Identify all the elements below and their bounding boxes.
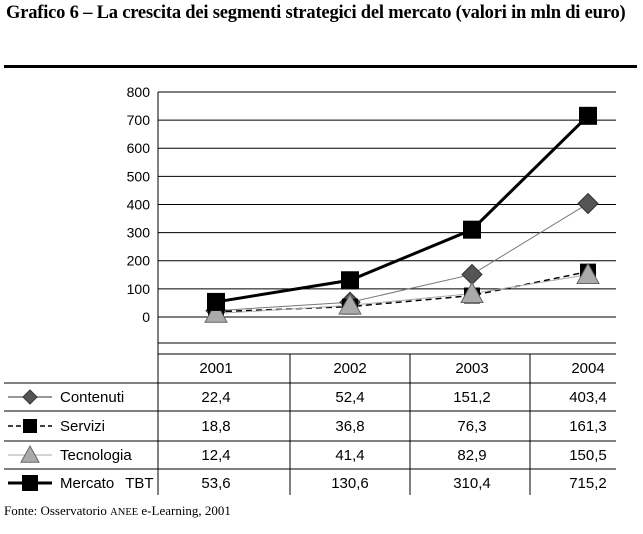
title-rule bbox=[4, 65, 637, 68]
point-tecnologia-2003 bbox=[460, 281, 484, 303]
point-contenuti-2004 bbox=[577, 192, 599, 215]
data-label-contenuti-2002: 52,4 bbox=[335, 389, 364, 406]
point-tecnologia-2004 bbox=[576, 262, 600, 284]
data-label-mercato-2002: 130,6 bbox=[331, 475, 369, 492]
series-line-mercato bbox=[215, 114, 590, 304]
chart-title: Grafico 6 – La crescita dei segmenti str… bbox=[6, 3, 626, 23]
point-mercato-2003 bbox=[463, 220, 481, 239]
data-label-contenuti-2003: 151,2 bbox=[453, 389, 491, 406]
legend-label-contenuti: Contenuti bbox=[60, 389, 124, 406]
data-label-mercato-2003: 310,4 bbox=[453, 475, 491, 492]
source-suffix: e-Learning, 2001 bbox=[138, 503, 231, 518]
point-mercato-2002 bbox=[341, 271, 359, 290]
data-label-servizi-2003: 76,3 bbox=[457, 418, 486, 435]
year-label-2004: 2004 bbox=[571, 360, 604, 377]
source-prefix: Fonte: Osservatorio bbox=[4, 503, 111, 518]
legend-marker-servizi bbox=[23, 419, 37, 433]
source-org: ANEE bbox=[110, 507, 139, 518]
point-contenuti-2003 bbox=[461, 263, 483, 286]
legend-marker-tecnologia bbox=[20, 444, 40, 463]
series-line-tecnologia bbox=[215, 274, 589, 315]
source-note: Fonte: Osservatorio ANEE e-Learning, 200… bbox=[4, 503, 231, 519]
series-line-contenuti bbox=[215, 203, 589, 312]
legend-marker-contenuti bbox=[22, 389, 38, 405]
legend-marker-mercato bbox=[22, 475, 38, 491]
data-label-tecnologia-2004: 150,5 bbox=[569, 447, 607, 464]
y-tick-label-700: 700 bbox=[127, 112, 151, 128]
legend-label-servizi: Servizi bbox=[60, 418, 105, 435]
data-label-servizi-2004: 161,3 bbox=[569, 418, 607, 435]
point-tecnologia-2001 bbox=[204, 301, 228, 323]
y-tick-label-200: 200 bbox=[127, 253, 151, 269]
data-label-tecnologia-2001: 12,4 bbox=[201, 447, 230, 464]
y-tick-label-500: 500 bbox=[127, 168, 151, 184]
year-label-2001: 2001 bbox=[199, 360, 232, 377]
data-label-tecnologia-2002: 41,4 bbox=[335, 447, 364, 464]
y-tick-label-300: 300 bbox=[127, 225, 151, 241]
point-mercato-2004 bbox=[579, 106, 597, 125]
data-label-servizi-2002: 36,8 bbox=[335, 418, 364, 435]
data-label-mercato-2001: 53,6 bbox=[201, 475, 230, 492]
y-tick-label-100: 100 bbox=[127, 281, 151, 297]
data-label-tecnologia-2003: 82,9 bbox=[457, 447, 486, 464]
legend-label-suffix-mercato: TBT bbox=[125, 475, 153, 492]
legend-label-mercato: Mercato bbox=[60, 475, 114, 492]
data-label-mercato-2004: 715,2 bbox=[569, 475, 607, 492]
data-label-contenuti-2004: 403,4 bbox=[569, 389, 607, 406]
legend-label-tecnologia: Tecnologia bbox=[60, 447, 132, 464]
year-label-2003: 2003 bbox=[455, 360, 488, 377]
y-tick-label-0: 0 bbox=[142, 309, 150, 325]
series-line-servizi bbox=[215, 270, 589, 313]
data-label-servizi-2001: 18,8 bbox=[201, 418, 230, 435]
y-tick-label-400: 400 bbox=[127, 196, 151, 212]
y-tick-label-600: 600 bbox=[127, 140, 151, 156]
point-mercato-2001 bbox=[207, 292, 225, 311]
year-label-2002: 2002 bbox=[333, 360, 366, 377]
point-tecnologia-2002 bbox=[338, 293, 362, 315]
y-tick-label-800: 800 bbox=[127, 84, 151, 100]
data-label-contenuti-2001: 22,4 bbox=[201, 389, 230, 406]
